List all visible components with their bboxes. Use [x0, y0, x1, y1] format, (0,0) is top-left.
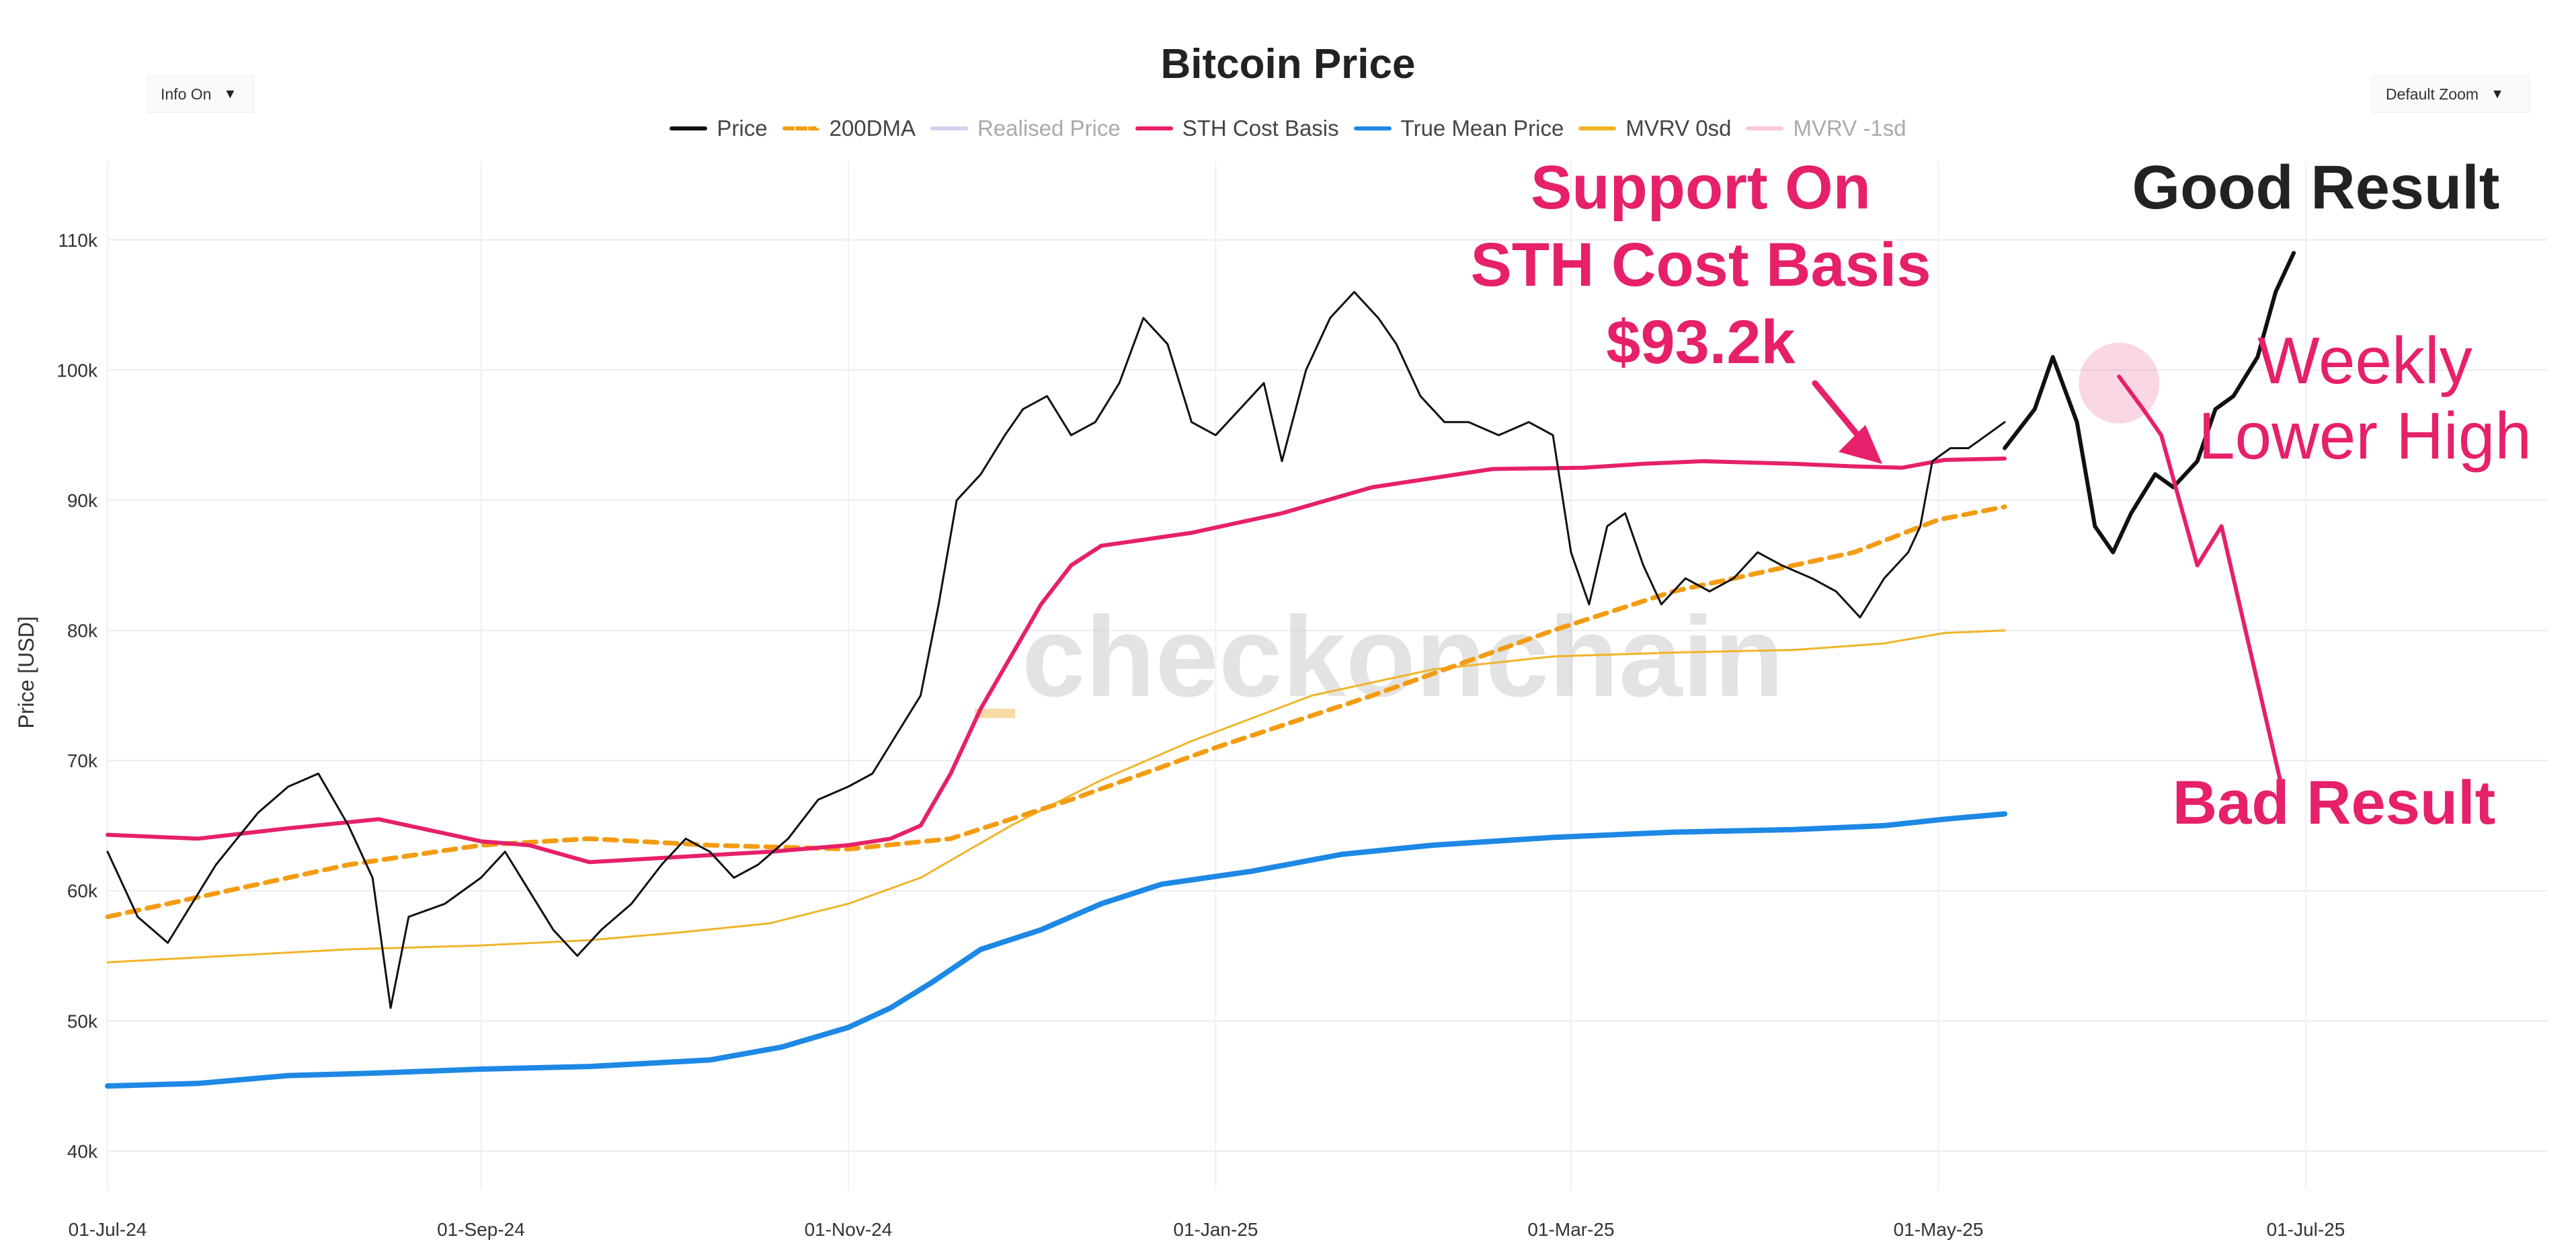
- legend-label: MVRV -1sd: [1793, 116, 1906, 141]
- series-line-true-mean-price: [105, 811, 2008, 1089]
- x-tick-label: 01-Jan-25: [1173, 1219, 1258, 1240]
- legend-label: Realised Price: [977, 116, 1121, 141]
- x-tick-label: 01-Jul-25: [2267, 1219, 2345, 1240]
- zoom-dropdown[interactable]: Default Zoom ▼: [2372, 75, 2530, 113]
- x-tick-label: 01-Sep-24: [437, 1219, 525, 1240]
- chevron-down-icon: ▼: [2491, 86, 2504, 102]
- legend-item[interactable]: Realised Price: [930, 116, 1121, 141]
- series-line-mvrv-0sd: [106, 629, 2006, 964]
- info-toggle-dropdown[interactable]: Info On ▼: [147, 75, 254, 113]
- legend-label: True Mean Price: [1400, 116, 1564, 141]
- series-line-price: [106, 290, 2006, 1009]
- good-result-label: Good Result: [2132, 153, 2500, 222]
- legend-item[interactable]: True Mean Price: [1353, 116, 1564, 141]
- y-tick-label: 50k: [67, 1011, 98, 1031]
- arrow-head-icon: [1839, 425, 1882, 464]
- legend-swatch: [782, 126, 820, 130]
- y-tick-label: 90k: [67, 490, 98, 511]
- y-tick-label: 80k: [67, 621, 98, 641]
- support-annotation-line: Support On: [1531, 153, 1871, 222]
- grid: [107, 161, 2548, 1190]
- weekly-lower-high-line: Lower High: [2198, 399, 2532, 473]
- x-tick-label: 01-Jul-24: [69, 1219, 147, 1240]
- watermark-mark: [975, 709, 1015, 718]
- support-arrow-shaft: [1812, 380, 1865, 444]
- series-line-200dma: [105, 504, 2007, 919]
- legend-swatch: [1578, 126, 1617, 130]
- legend-label: Price: [717, 116, 768, 141]
- legend-item[interactable]: Price: [670, 116, 768, 141]
- annotation-layer: Support On STH Cost Basis $93.2k Good Resul…: [1470, 153, 2531, 837]
- y-axis: 40k 50k 60k 70k 80k 90k 100k 110k: [56, 230, 98, 1162]
- legend-swatch: [930, 126, 968, 130]
- lower-high-marker: [2079, 342, 2160, 424]
- legend-item[interactable]: MVRV -1sd: [1746, 116, 1906, 141]
- y-axis-title: Price [USD]: [14, 616, 38, 728]
- y-tick-label: 70k: [67, 750, 98, 771]
- bad-result-label: Bad Result: [2173, 769, 2496, 837]
- x-axis: 01-Jul-24 01-Sep-24 01-Nov-24 01-Jan-25 01-M…: [69, 1219, 2345, 1240]
- legend-swatch: [1135, 126, 1173, 130]
- support-annotation-line: STH Cost Basis: [1470, 231, 1931, 299]
- y-tick-label: 60k: [67, 881, 98, 902]
- x-tick-label: 01-Mar-25: [1527, 1219, 1614, 1240]
- legend-item[interactable]: 200DMA: [782, 116, 916, 141]
- series-line-sth-cost-basis: [106, 457, 2007, 865]
- weekly-lower-high-line: Weekly: [2257, 323, 2472, 397]
- good-result-path: [2003, 251, 2296, 555]
- x-tick-label: 01-May-25: [1894, 1219, 1984, 1240]
- y-tick-label: 100k: [56, 360, 98, 381]
- legend-swatch: [670, 126, 708, 130]
- chart-legend: Price 200DMA Realised Price STH Cost Basis T…: [0, 116, 2576, 141]
- series-layer: [105, 290, 2008, 1089]
- chevron-down-icon: ▼: [223, 86, 237, 102]
- x-tick-label: 01-Nov-24: [805, 1219, 893, 1240]
- legend-label: STH Cost Basis: [1182, 116, 1339, 141]
- chart-title: Bitcoin Price: [1160, 41, 1416, 87]
- legend-label: MVRV 0sd: [1625, 116, 1732, 141]
- legend-label: 200DMA: [829, 116, 916, 141]
- info-toggle-label: Info On: [161, 85, 212, 103]
- zoom-label: Default Zoom: [2386, 85, 2479, 103]
- bad-result-path: [2117, 375, 2284, 789]
- legend-item[interactable]: STH Cost Basis: [1135, 116, 1339, 141]
- legend-swatch: [1746, 126, 1784, 130]
- legend-swatch: [1353, 126, 1392, 130]
- support-annotation-line: $93.2k: [1606, 308, 1796, 377]
- watermark-text: checkonchain: [1022, 593, 1784, 721]
- legend-item[interactable]: MVRV 0sd: [1578, 116, 1731, 141]
- y-tick-label: 110k: [58, 230, 98, 251]
- y-tick-label: 40k: [67, 1141, 98, 1162]
